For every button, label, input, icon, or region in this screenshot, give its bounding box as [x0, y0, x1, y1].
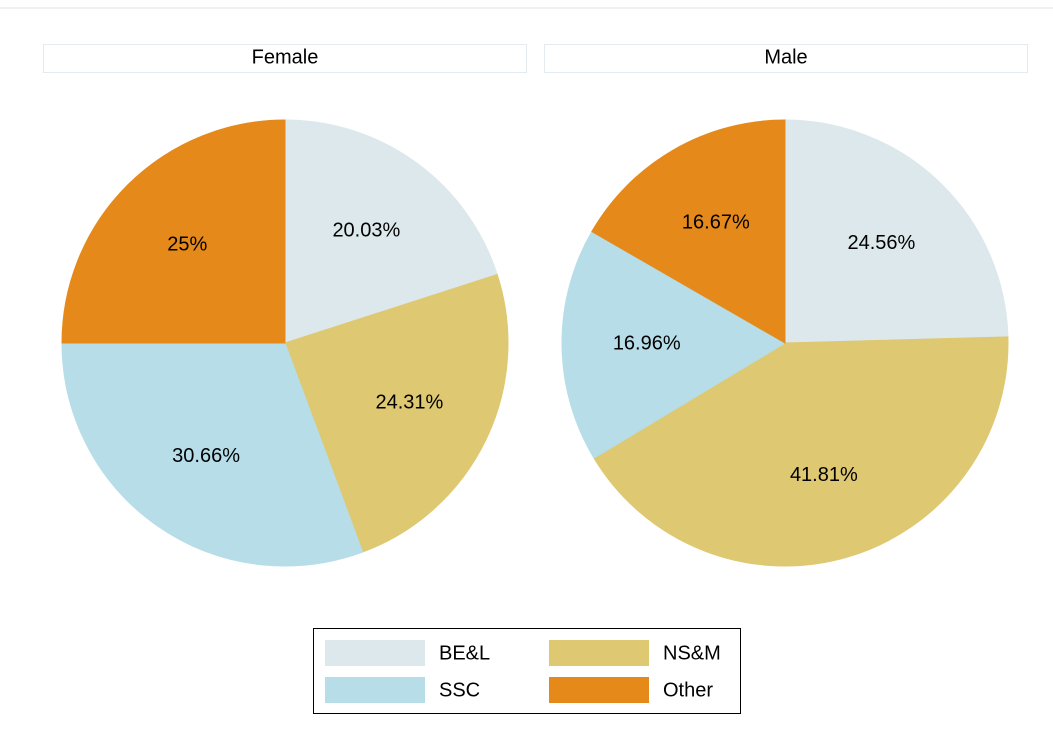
pie-slice [61, 119, 286, 344]
panel-title: Male [764, 46, 807, 68]
legend-label: BE&L [439, 642, 490, 664]
pie-slice [561, 230, 786, 459]
slice-label: 30.66% [172, 445, 240, 467]
panel-title: Female [252, 46, 319, 68]
slice-label: 24.56% [847, 232, 915, 254]
slice-label: 16.67% [682, 212, 750, 234]
pie-slice [284, 119, 498, 344]
slice-label: 25% [167, 234, 207, 256]
slice-label: 16.96% [613, 333, 681, 355]
pie-slice [61, 342, 364, 567]
slice-label: 41.81% [790, 464, 858, 486]
legend-label: Other [663, 679, 713, 701]
legend-swatch [325, 677, 425, 703]
pie-slice [591, 119, 786, 344]
slice-label: 24.31% [375, 392, 443, 414]
legend-label: SSC [439, 679, 480, 701]
legend-swatch [549, 640, 649, 666]
legend-label: NS&M [663, 642, 721, 664]
slice-label: 20.03% [332, 220, 400, 242]
pie-slice [284, 273, 509, 553]
legend-swatch [325, 640, 425, 666]
pie-slice [784, 119, 1009, 344]
panel-title-box [43, 44, 527, 73]
panel-title-box [544, 44, 1028, 73]
legend-swatch [549, 677, 649, 703]
pie-slice [593, 336, 1009, 567]
